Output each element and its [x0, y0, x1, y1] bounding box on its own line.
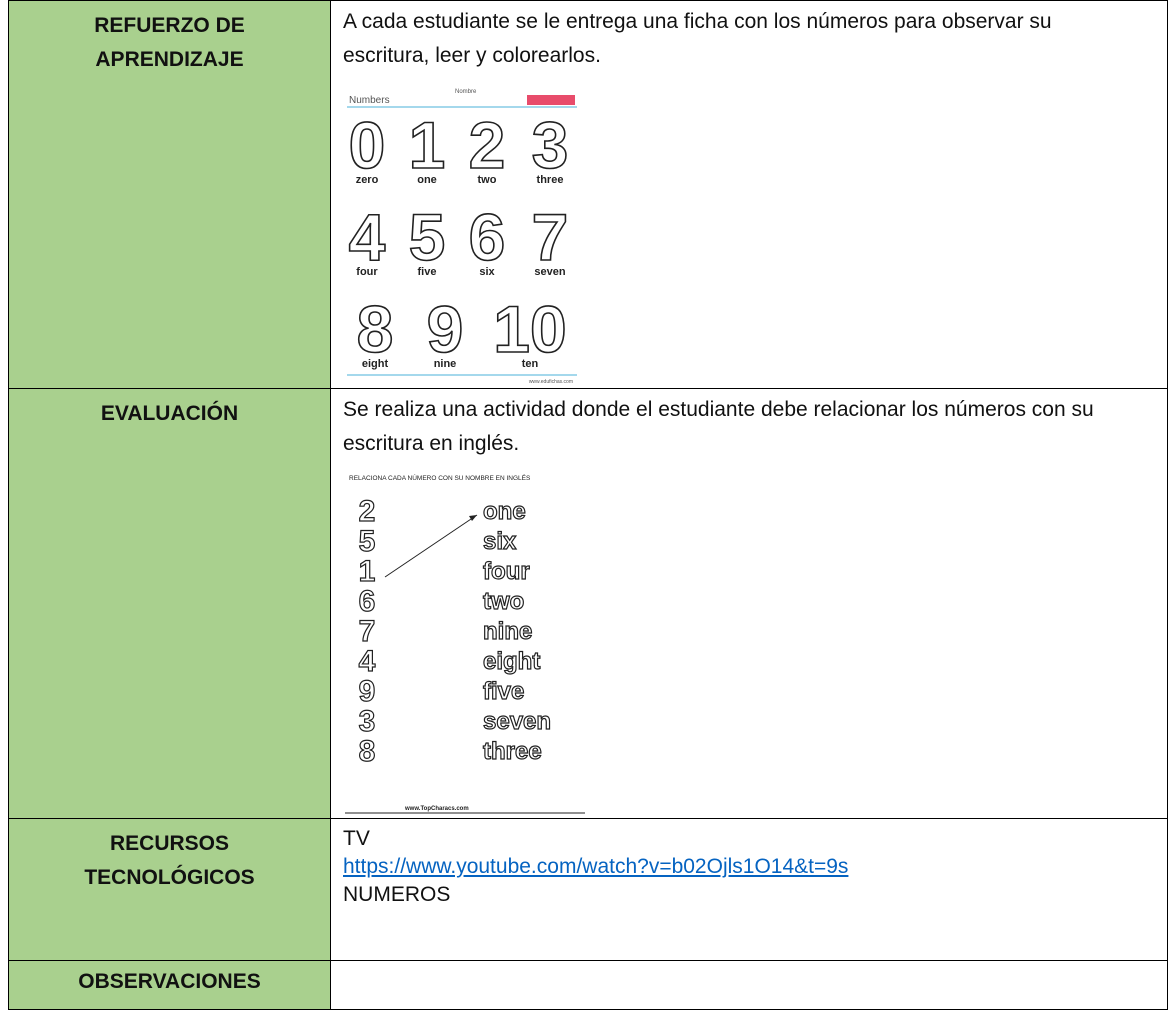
ws-footer: www.edufichas.com [529, 379, 573, 385]
link[interactable]: https://www.youtube.com/watch?v=b02Ojls1… [343, 855, 849, 878]
row-text: A cada estudiante se le entrega una fich… [343, 10, 1052, 67]
digit-word: ten [522, 358, 539, 370]
digit-word: one [417, 174, 437, 186]
worksheet: RELACIONA CADA NÚMERO CON SU NOMBRE EN I… [345, 473, 585, 814]
outline-word: two [483, 588, 524, 615]
outline-digit: 3 [532, 108, 569, 182]
outline-digit: 8 [357, 292, 394, 366]
row-label: EVALUACIÓN [8, 388, 331, 819]
row-label: REFUERZO DE APRENDIZAJE [8, 0, 331, 389]
outline-digit: 10 [493, 292, 566, 366]
row-content: TV https://www.youtube.com/watch?v=b02Oj… [330, 818, 1168, 961]
outline-digit: 0 [349, 108, 386, 182]
digit-word: five [418, 266, 437, 278]
digit-word: two [478, 174, 497, 186]
ws-footer: www.TopCharacs.com [404, 806, 469, 812]
outline-word: eight [483, 648, 540, 675]
row-label: OBSERVACIONES [8, 960, 331, 1010]
digit-word: zero [356, 174, 379, 186]
ws-title: RELACIONA CADA NÚMERO CON SU NOMBRE EN I… [349, 473, 531, 482]
outline-digit: 4 [349, 200, 386, 274]
row-text: Se realiza una actividad donde el estudi… [343, 398, 1094, 455]
outline-digit: 8 [359, 735, 376, 768]
outline-word: four [483, 558, 530, 585]
outline-digit: 2 [469, 108, 506, 182]
logo [527, 95, 575, 105]
text-line: NUMEROS [343, 883, 451, 906]
row-label: RECURSOS TECNOLÓGICOS [8, 818, 331, 961]
outline-digit: 2 [359, 495, 376, 528]
row-content: Se realiza una actividad donde el estudi… [330, 388, 1168, 819]
match-arrow [384, 514, 478, 578]
digit-word: eight [362, 358, 389, 370]
row-content [330, 960, 1168, 1010]
outline-digit: 9 [427, 292, 464, 366]
outline-word: three [483, 738, 542, 765]
text-line: TV [343, 827, 370, 850]
outline-digit: 1 [359, 555, 376, 588]
digit-word: six [479, 266, 495, 278]
outline-digit: 7 [532, 200, 569, 274]
digit-word: four [356, 266, 378, 278]
outline-word: five [483, 678, 524, 705]
digit-word: three [537, 174, 564, 186]
outline-word: nine [483, 618, 532, 645]
outline-digit: 1 [409, 108, 446, 182]
digit-word: nine [434, 358, 457, 370]
ws-name: Nombre [455, 89, 477, 95]
outline-word: six [483, 528, 517, 555]
ws-header: Numbers [349, 95, 390, 106]
outline-digit: 4 [359, 645, 376, 678]
outline-digit: 7 [359, 615, 376, 648]
outline-digit: 9 [359, 675, 376, 708]
arrow-head [469, 515, 477, 521]
outline-digit: 5 [359, 525, 376, 558]
outline-word: seven [483, 708, 551, 735]
outline-digit: 3 [359, 705, 376, 738]
outline-digit: 6 [469, 200, 506, 274]
outline-word: one [483, 498, 526, 525]
outline-digit: 6 [359, 585, 376, 618]
outline-digit: 5 [409, 200, 446, 274]
digit-word: seven [534, 266, 565, 278]
row-content: A cada estudiante se le entrega una fich… [330, 0, 1168, 389]
